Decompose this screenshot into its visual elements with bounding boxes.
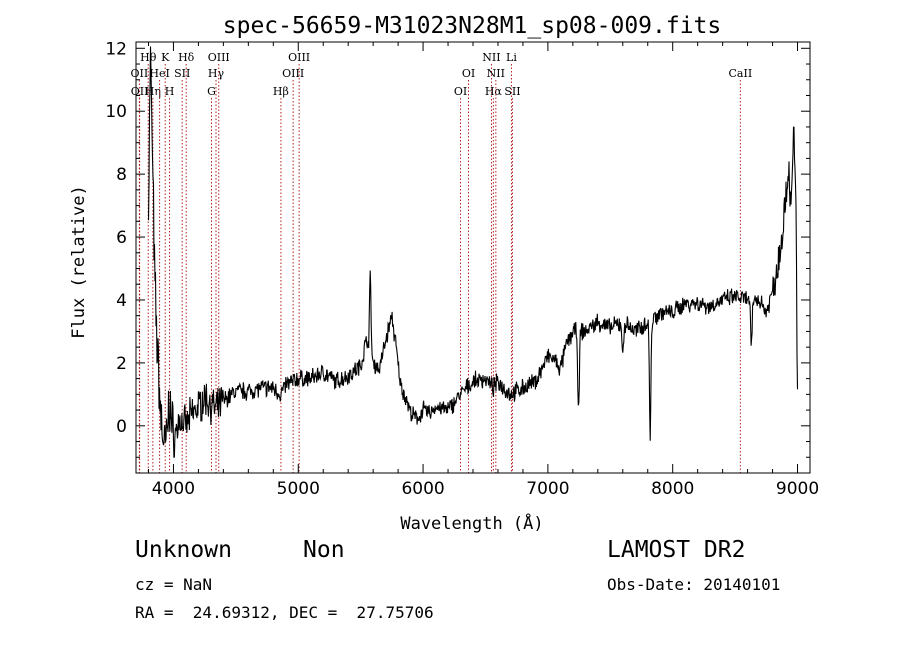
y-tick-label-5: 10: [105, 102, 127, 122]
axes: 4000 5000 6000 7000 8000 9000 0 2 4 6 8 10 12: [105, 39, 819, 499]
line-marker-label-13: OIII: [282, 67, 304, 80]
x-axis-label: Wavelength (Å): [400, 512, 543, 534]
line-marker-label-6: H: [165, 85, 175, 98]
survey-name: LAMOST DR2: [607, 537, 746, 563]
line-marker-label-3: Hη: [145, 85, 161, 98]
line-marker-label-0: OII: [131, 67, 149, 80]
x-tick-label-4: 8000: [651, 479, 694, 499]
line-marker-label-14: OIII: [288, 51, 310, 64]
line-marker-label-10: Hγ: [208, 67, 225, 80]
line-marker-label-9: G: [207, 85, 216, 98]
line-marker-label-20: Li: [506, 51, 517, 64]
chart-title: spec-56659-M31023N28M1_sp08-009.fits: [223, 13, 722, 39]
line-marker-label-15: OI: [454, 85, 467, 98]
x-tick-label-5: 9000: [776, 479, 819, 499]
object-subclass: Non: [303, 537, 345, 563]
line-marker-label-22: CaII: [729, 67, 753, 80]
y-tick-label-1: 2: [116, 354, 127, 374]
line-marker-label-12: Hβ: [273, 85, 289, 98]
line-marker-label-16: OI: [462, 67, 475, 80]
line-marker-label-18: Hα: [485, 85, 503, 98]
y-tick-label-3: 6: [116, 228, 127, 248]
y-axis-label: Flux (relative): [69, 185, 89, 339]
redshift-cz: cz = NaN: [135, 575, 213, 594]
line-marker-label-21: SII: [504, 85, 520, 98]
line-marker-label-19: NII: [487, 67, 505, 80]
spectrum-line: [147, 46, 799, 458]
x-tick-label-2: 6000: [401, 479, 444, 499]
x-tick-label-1: 5000: [277, 479, 320, 499]
y-tick-label-4: 8: [116, 165, 127, 185]
line-marker-label-11: OIII: [208, 51, 230, 64]
line-marker-label-7: SII: [174, 67, 190, 80]
coordinates: RA = 24.69312, DEC = 27.75706: [135, 603, 434, 622]
y-tick-label-6: 12: [105, 39, 127, 59]
y-tick-label-0: 0: [116, 417, 127, 437]
plot-frame: [135, 41, 811, 474]
observation-date: Obs-Date: 20140101: [607, 575, 781, 594]
object-class: Unknown: [135, 537, 232, 563]
line-marker-label-17: NII: [482, 51, 500, 64]
line-marker-label-5: K: [161, 51, 170, 64]
line-marker-label-8: Hδ: [178, 51, 195, 64]
x-tick-label-0: 4000: [152, 479, 195, 499]
line-marker-label-4: HeI: [149, 67, 169, 80]
plot-area: [147, 46, 799, 458]
x-tick-label-3: 7000: [526, 479, 569, 499]
line-marker-label-1: OII: [131, 85, 149, 98]
y-tick-label-2: 4: [116, 291, 127, 311]
line-marker-label-2: Hθ: [140, 51, 157, 64]
